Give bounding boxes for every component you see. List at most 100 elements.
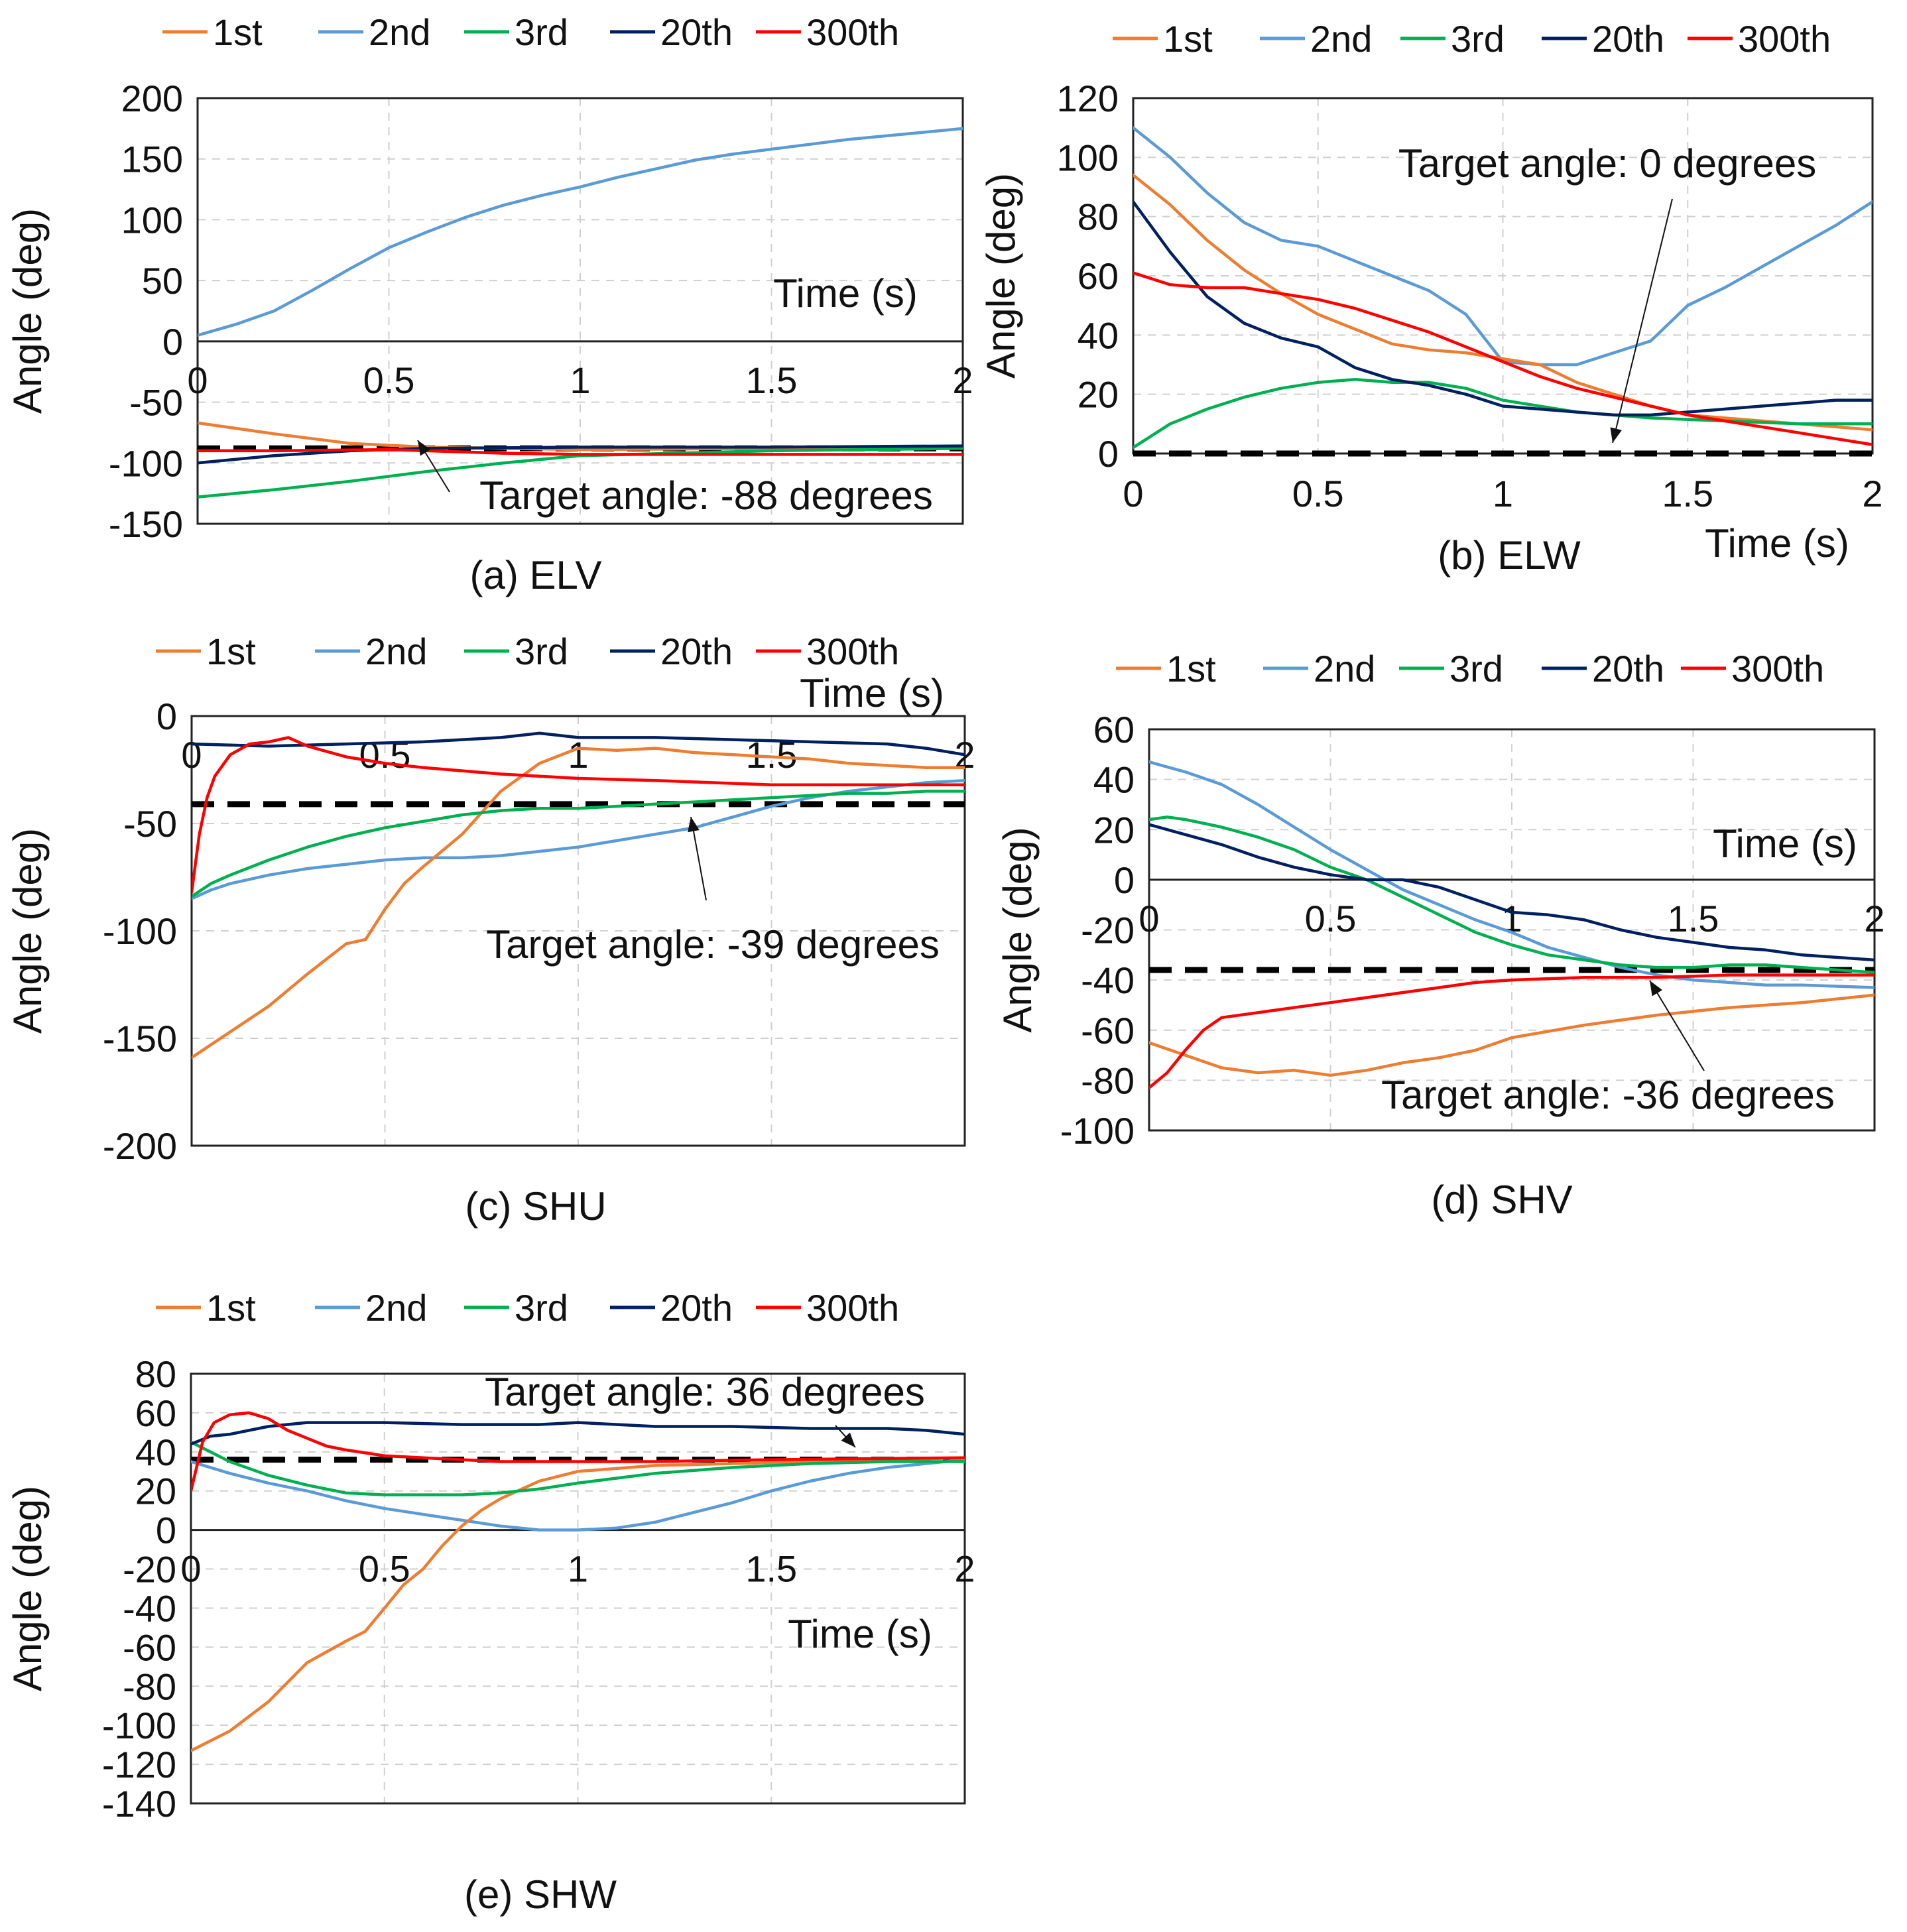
series-line-300th — [1149, 973, 1875, 1089]
plot-frame — [196, 97, 964, 525]
x-tick-label: 0.5 — [359, 1548, 410, 1590]
y-tick-label: -100 — [1060, 1110, 1135, 1152]
series-line-2nd — [191, 1458, 965, 1532]
annotation-arrow — [1649, 980, 1705, 1071]
y-tick-label: 20 — [1077, 374, 1119, 416]
target-angle-label: Target angle: -39 degrees — [486, 922, 940, 967]
series-line-2nd — [1149, 760, 1875, 989]
y-axis-label: Angle (deg) — [979, 173, 1023, 379]
series-line-300th — [192, 736, 965, 894]
x-tick-label: 1 — [568, 734, 588, 776]
annotation-arrowhead — [688, 817, 700, 833]
y-tick-label: -80 — [1081, 1059, 1135, 1101]
series-line-20th — [1133, 200, 1873, 417]
y-tick-label: -100 — [109, 442, 183, 484]
y-tick-label: -40 — [1081, 959, 1135, 1001]
series-line-1st — [1149, 993, 1875, 1077]
series-line-300th — [191, 1411, 965, 1492]
legend-label-2nd: 2nd — [1310, 18, 1372, 60]
legend-label-20th: 20th — [660, 11, 733, 53]
panel-caption: (a) ELV — [470, 553, 602, 597]
x-tick-label: 1.5 — [746, 359, 798, 401]
x-tick-label: 1.5 — [1662, 473, 1713, 514]
y-tick-label: 100 — [121, 199, 183, 241]
x-axis-label: Time (s) — [788, 1612, 932, 1656]
panel-caption: (d) SHV — [1431, 1177, 1572, 1222]
y-axis-label: Angle (deg) — [5, 208, 50, 414]
legend-label-2nd: 2nd — [365, 1287, 427, 1329]
target-angle-label: Target angle: -88 degrees — [479, 473, 933, 518]
legend-label-1st: 1st — [206, 1287, 256, 1329]
annotation-arrowhead — [841, 1432, 855, 1447]
x-tick-label: 1 — [570, 359, 590, 401]
x-tick-label: 1 — [568, 1548, 588, 1590]
legend-label-3rd: 3rd — [515, 11, 568, 53]
y-tick-label: 20 — [135, 1471, 176, 1512]
series-line-20th — [192, 731, 965, 756]
x-tick-label: 0.5 — [363, 359, 415, 401]
legend-label-1st: 1st — [213, 11, 263, 53]
y-axis-label: Angle (deg) — [995, 827, 1040, 1032]
series-line-2nd — [198, 127, 963, 337]
y-tick-label: 60 — [1077, 255, 1119, 297]
legend-label-20th: 20th — [1592, 648, 1664, 690]
annotation-arrowhead — [1610, 427, 1622, 443]
y-tick-label: 20 — [1093, 809, 1135, 851]
y-tick-label: -100 — [102, 1705, 176, 1746]
y-tick-label: 80 — [135, 1353, 176, 1395]
y-tick-label: -150 — [109, 503, 183, 545]
y-tick-label: -150 — [103, 1018, 177, 1059]
y-tick-label: 150 — [121, 139, 183, 180]
series-line-3rd — [1149, 815, 1875, 975]
panel-caption: (b) ELW — [1438, 533, 1581, 577]
series-line-300th — [198, 448, 963, 456]
legend-label-3rd: 3rd — [515, 631, 568, 672]
legend-label-1st: 1st — [206, 631, 256, 672]
legend-label-3rd: 3rd — [1451, 18, 1505, 60]
y-tick-label: 0 — [1098, 433, 1119, 475]
series-line-20th — [1149, 823, 1875, 962]
y-tick-label: -100 — [103, 910, 177, 952]
y-tick-label: -200 — [103, 1125, 177, 1167]
y-tick-label: -50 — [129, 382, 183, 424]
y-tick-label: -140 — [102, 1783, 176, 1825]
x-axis-label: Time (s) — [1705, 521, 1849, 566]
legend-label-20th: 20th — [660, 631, 733, 672]
x-tick-label: 0 — [187, 359, 208, 401]
y-tick-label: -80 — [123, 1665, 176, 1707]
legend-label-2nd: 2nd — [1314, 648, 1375, 690]
legend-label-1st: 1st — [1163, 18, 1213, 60]
series-line-1st — [191, 1456, 965, 1752]
x-tick-label: 2 — [952, 359, 973, 401]
y-tick-label: 0 — [156, 695, 177, 737]
series-line-3rd — [192, 790, 965, 898]
series-line-20th — [191, 1421, 965, 1446]
panel-caption: (e) SHW — [464, 1872, 617, 1917]
legend-label-20th: 20th — [660, 1287, 733, 1329]
series-line-1st — [1133, 173, 1873, 432]
legend-label-2nd: 2nd — [369, 11, 430, 53]
target-angle-label: Target angle: 0 degrees — [1398, 141, 1816, 186]
y-tick-label: 40 — [1077, 314, 1119, 356]
legend-label-300th: 300th — [806, 1287, 899, 1329]
y-tick-label: -20 — [123, 1549, 176, 1591]
legend-label-2nd: 2nd — [365, 631, 427, 672]
y-tick-label: 0 — [162, 321, 183, 363]
x-tick-label: 0.5 — [1292, 473, 1344, 514]
target-angle-label: Target angle: 36 degrees — [485, 1370, 925, 1414]
legend-label-3rd: 3rd — [1449, 648, 1503, 690]
y-tick-label: 60 — [1093, 709, 1135, 751]
x-axis-label: Time (s) — [1713, 821, 1857, 866]
x-tick-label: 2 — [1864, 898, 1884, 939]
x-tick-label: 1.5 — [745, 1548, 797, 1590]
x-tick-label: 0 — [180, 1548, 201, 1590]
x-axis-label: Time (s) — [773, 271, 918, 316]
series-line-3rd — [198, 447, 963, 499]
y-tick-label: -20 — [1081, 910, 1135, 951]
y-tick-label: -40 — [123, 1587, 176, 1629]
legend-label-20th: 20th — [1592, 18, 1664, 60]
